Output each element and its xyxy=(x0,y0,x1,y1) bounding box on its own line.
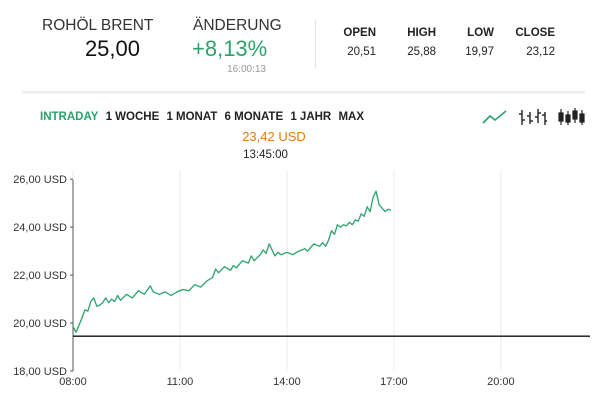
instrument-name: ROHÖL BRENT xyxy=(42,17,154,34)
x-tick-label: 14:00 xyxy=(273,376,301,388)
y-tick-label: 20,00 USD xyxy=(13,318,67,330)
last-price: 25,00 xyxy=(84,36,140,61)
y-axis: 18,00 USD 20,00 USD 22,00 USD 24,00 USD 26,0… xyxy=(13,174,74,378)
x-tick-label: 20:00 xyxy=(487,376,515,388)
x-tick-label: 17:00 xyxy=(380,376,408,388)
y-tick-label: 24,00 USD xyxy=(13,222,67,234)
range-selector: INTRADAY 1 WOCHE 1 MONAT 6 MONATE 1 JAHR… xyxy=(40,111,368,123)
low-value: 19,97 xyxy=(465,46,494,58)
open-label: OPEN xyxy=(343,27,376,39)
candlestick-chart-icon[interactable] xyxy=(558,107,586,127)
range-max[interactable]: MAX xyxy=(338,111,364,123)
hover-time: 13:45:00 xyxy=(243,149,288,161)
range-6-monate[interactable]: 6 MONATE xyxy=(224,111,284,123)
price-line xyxy=(72,190,392,333)
x-tick-label: 11:00 xyxy=(167,376,194,388)
range-1-jahr[interactable]: 1 JAHR xyxy=(290,111,332,123)
high-value: 25,88 xyxy=(407,46,436,58)
range-1-monat[interactable]: 1 MONAT xyxy=(166,111,218,123)
y-tick-label: 22,00 USD xyxy=(13,270,67,282)
quote-time: 16:00:13 xyxy=(227,64,266,75)
x-axis: 08:00 11:00 14:00 17:00 20:00 xyxy=(59,376,514,388)
y-tick-label: 18,00 USD xyxy=(13,366,67,378)
quote-header: ROHÖL BRENT 25,00 ÄNDERUNG +8,13% 16:00:… xyxy=(0,0,595,92)
chart-grid xyxy=(72,170,502,371)
x-tick-label: 08:00 xyxy=(59,376,87,388)
y-tick-label: 26,00 USD xyxy=(13,174,67,186)
line-chart-icon[interactable] xyxy=(482,107,508,127)
close-label: CLOSE xyxy=(515,27,555,39)
header-shadow xyxy=(22,91,585,95)
change-label: ÄNDERUNG xyxy=(193,17,282,34)
ohlc-chart-icon[interactable] xyxy=(518,107,548,127)
range-1-woche[interactable]: 1 WOCHE xyxy=(105,111,160,123)
open-value: 20,51 xyxy=(347,46,376,58)
close-value: 23,12 xyxy=(526,46,555,58)
high-label: HIGH xyxy=(407,27,436,39)
change-value: +8,13% xyxy=(192,36,268,61)
header-divider xyxy=(315,20,316,68)
hover-price: 23,42 USD xyxy=(242,129,306,144)
low-label: LOW xyxy=(467,27,494,39)
range-intraday[interactable]: INTRADAY xyxy=(40,111,99,123)
